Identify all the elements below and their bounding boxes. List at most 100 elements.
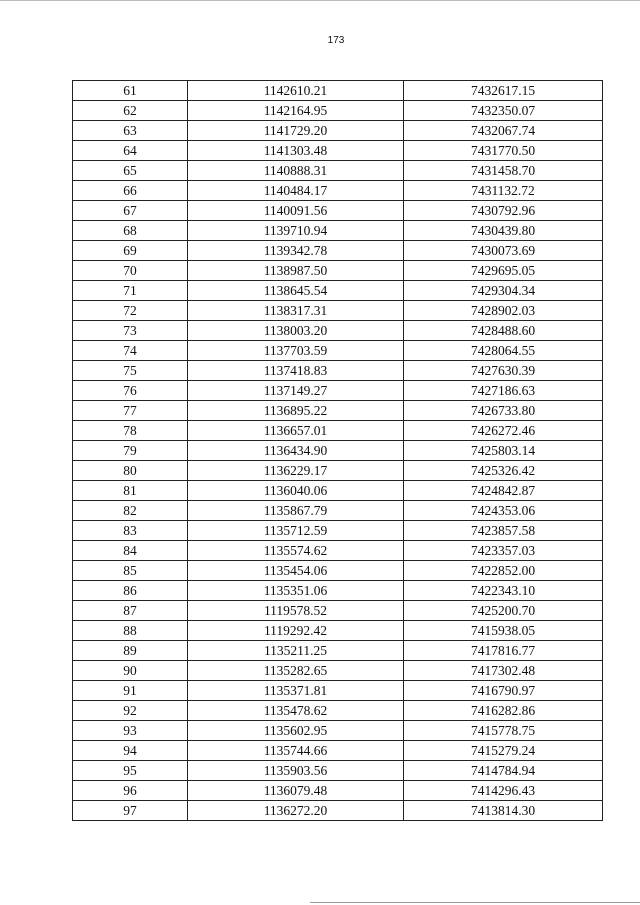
x-coordinate-cell: 1119292.42 (187, 620, 404, 641)
y-coordinate-cell: 7425326.42 (403, 460, 603, 481)
table-row: 94 1135744.66 7415279.24 (72, 740, 603, 761)
table-row: 89 1135211.25 7417816.77 (72, 640, 603, 661)
point-number-cell: 83 (72, 520, 188, 541)
x-coordinate-cell: 1142610.21 (187, 80, 404, 101)
point-number-cell: 66 (72, 180, 188, 201)
y-coordinate-cell: 7417302.48 (403, 660, 603, 681)
table-row: 86 1135351.06 7422343.10 (72, 580, 603, 601)
x-coordinate-cell: 1135211.25 (187, 640, 404, 661)
table-row: 63 1141729.20 7432067.74 (72, 120, 603, 141)
y-coordinate-cell: 7430792.96 (403, 200, 603, 221)
point-number-cell: 90 (72, 660, 188, 681)
y-coordinate-cell: 7416790.97 (403, 680, 603, 701)
y-coordinate-cell: 7415279.24 (403, 740, 603, 761)
point-number-cell: 79 (72, 440, 188, 461)
x-coordinate-cell: 1136229.17 (187, 460, 404, 481)
y-coordinate-cell: 7426733.80 (403, 400, 603, 421)
y-coordinate-cell: 7425200.70 (403, 600, 603, 621)
point-number-cell: 76 (72, 380, 188, 401)
table-row: 62 1142164.95 7432350.07 (72, 100, 603, 121)
y-coordinate-cell: 7427186.63 (403, 380, 603, 401)
point-number-cell: 97 (72, 800, 188, 821)
x-coordinate-cell: 1138003.20 (187, 320, 404, 341)
point-number-cell: 75 (72, 360, 188, 381)
x-coordinate-cell: 1137418.83 (187, 360, 404, 381)
x-coordinate-cell: 1135371.81 (187, 680, 404, 701)
point-number-cell: 77 (72, 400, 188, 421)
x-coordinate-cell: 1136434.90 (187, 440, 404, 461)
y-coordinate-cell: 7425803.14 (403, 440, 603, 461)
table-row: 77 1136895.22 7426733.80 (72, 400, 603, 421)
y-coordinate-cell: 7416282.86 (403, 700, 603, 721)
table-row: 83 1135712.59 7423857.58 (72, 520, 603, 541)
table-body: 61 1142610.21 7432617.15 62 1142164.95 743235… (72, 80, 603, 821)
x-coordinate-cell: 1135282.65 (187, 660, 404, 681)
x-coordinate-cell: 1135351.06 (187, 580, 404, 601)
page-edge-top (0, 0, 640, 1)
page-number: 173 (327, 35, 345, 46)
y-coordinate-cell: 7429695.05 (403, 260, 603, 281)
x-coordinate-cell: 1135867.79 (187, 500, 404, 521)
point-number-cell: 86 (72, 580, 188, 601)
point-number-cell: 91 (72, 680, 188, 701)
x-coordinate-cell: 1136657.01 (187, 420, 404, 441)
table-row: 84 1135574.62 7423357.03 (72, 540, 603, 561)
point-number-cell: 92 (72, 700, 188, 721)
table-row: 97 1136272.20 7413814.30 (72, 800, 603, 821)
y-coordinate-cell: 7423857.58 (403, 520, 603, 541)
table-row: 87 1119578.52 7425200.70 (72, 600, 603, 621)
point-number-cell: 73 (72, 320, 188, 341)
table-row: 92 1135478.62 7416282.86 (72, 700, 603, 721)
y-coordinate-cell: 7428064.55 (403, 340, 603, 361)
point-number-cell: 64 (72, 140, 188, 161)
point-number-cell: 67 (72, 200, 188, 221)
table-row: 64 1141303.48 7431770.50 (72, 140, 603, 161)
point-number-cell: 88 (72, 620, 188, 641)
table-row: 85 1135454.06 7422852.00 (72, 560, 603, 581)
y-coordinate-cell: 7413814.30 (403, 800, 603, 821)
x-coordinate-cell: 1136040.06 (187, 480, 404, 501)
coordinates-table: 61 1142610.21 7432617.15 62 1142164.95 743235… (72, 80, 603, 821)
x-coordinate-cell: 1135712.59 (187, 520, 404, 541)
table-row: 82 1135867.79 7424353.06 (72, 500, 603, 521)
x-coordinate-cell: 1135903.56 (187, 760, 404, 781)
point-number-cell: 81 (72, 480, 188, 501)
point-number-cell: 70 (72, 260, 188, 281)
x-coordinate-cell: 1139710.94 (187, 220, 404, 241)
point-number-cell: 72 (72, 300, 188, 321)
y-coordinate-cell: 7415778.75 (403, 720, 603, 741)
point-number-cell: 80 (72, 460, 188, 481)
point-number-cell: 69 (72, 240, 188, 261)
y-coordinate-cell: 7431770.50 (403, 140, 603, 161)
y-coordinate-cell: 7427630.39 (403, 360, 603, 381)
point-number-cell: 87 (72, 600, 188, 621)
y-coordinate-cell: 7414784.94 (403, 760, 603, 781)
point-number-cell: 78 (72, 420, 188, 441)
y-coordinate-cell: 7432067.74 (403, 120, 603, 141)
x-coordinate-cell: 1135744.66 (187, 740, 404, 761)
x-coordinate-cell: 1141729.20 (187, 120, 404, 141)
y-coordinate-cell: 7428488.60 (403, 320, 603, 341)
point-number-cell: 93 (72, 720, 188, 741)
y-coordinate-cell: 7430073.69 (403, 240, 603, 261)
y-coordinate-cell: 7429304.34 (403, 280, 603, 301)
y-coordinate-cell: 7430439.80 (403, 220, 603, 241)
table-row: 76 1137149.27 7427186.63 (72, 380, 603, 401)
y-coordinate-cell: 7424842.87 (403, 480, 603, 501)
table-row: 66 1140484.17 7431132.72 (72, 180, 603, 201)
table-row: 69 1139342.78 7430073.69 (72, 240, 603, 261)
point-number-cell: 96 (72, 780, 188, 801)
table-row: 80 1136229.17 7425326.42 (72, 460, 603, 481)
y-coordinate-cell: 7432350.07 (403, 100, 603, 121)
table-row: 88 1119292.42 7415938.05 (72, 620, 603, 641)
x-coordinate-cell: 1119578.52 (187, 600, 404, 621)
x-coordinate-cell: 1140888.31 (187, 160, 404, 181)
table-row: 96 1136079.48 7414296.43 (72, 780, 603, 801)
point-number-cell: 74 (72, 340, 188, 361)
x-coordinate-cell: 1137149.27 (187, 380, 404, 401)
y-coordinate-cell: 7426272.46 (403, 420, 603, 441)
y-coordinate-cell: 7423357.03 (403, 540, 603, 561)
x-coordinate-cell: 1139342.78 (187, 240, 404, 261)
table-row: 74 1137703.59 7428064.55 (72, 340, 603, 361)
y-coordinate-cell: 7431458.70 (403, 160, 603, 181)
